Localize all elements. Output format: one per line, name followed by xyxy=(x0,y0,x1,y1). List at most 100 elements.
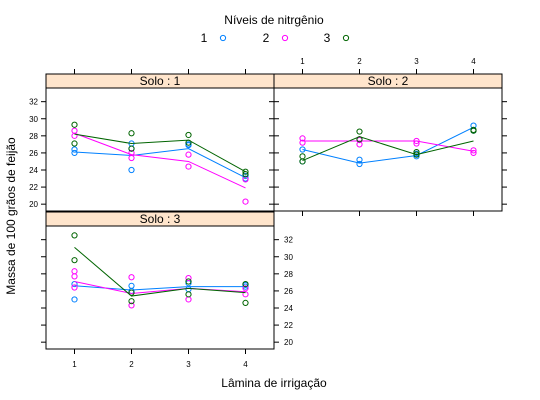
series-2 xyxy=(299,135,477,157)
data-point xyxy=(299,158,306,165)
data-point xyxy=(185,151,192,158)
data-point xyxy=(299,146,306,153)
data-point xyxy=(413,148,420,156)
legend-label-3: 3 xyxy=(324,31,331,45)
legend-label-2: 2 xyxy=(263,31,270,45)
data-point xyxy=(128,130,135,137)
legend-marker-3 xyxy=(342,34,350,42)
x-tick-label: 4 xyxy=(243,360,248,369)
data-point xyxy=(185,278,192,285)
panel-frame xyxy=(45,73,275,212)
data-point xyxy=(299,135,306,142)
data-point xyxy=(470,147,477,154)
data-point xyxy=(242,291,249,298)
data-point xyxy=(242,172,249,180)
panel-frame xyxy=(45,211,275,350)
panel-2: Solo : 2 1 2 3 4 xyxy=(269,57,507,216)
data-point xyxy=(185,291,192,298)
data-point xyxy=(128,154,135,162)
data-point xyxy=(128,298,135,305)
data-point xyxy=(242,198,249,205)
series-1 xyxy=(71,140,249,182)
x-axis-label: Lâmina de irrigação xyxy=(221,376,327,390)
data-point xyxy=(299,153,306,160)
y-tick-label: 28 xyxy=(29,132,38,141)
y-tick-label: 28 xyxy=(284,270,293,279)
series-line xyxy=(302,126,474,164)
series-line xyxy=(74,133,246,173)
y-tick-label: 22 xyxy=(29,183,38,192)
data-point xyxy=(242,168,249,175)
data-point xyxy=(413,140,420,147)
data-point xyxy=(71,268,78,275)
panel-1: Solo : 1 20 22 24 26 28 30 32 xyxy=(29,69,279,216)
data-point xyxy=(71,284,78,291)
data-point xyxy=(242,280,249,288)
series-line xyxy=(302,140,474,152)
legend-marker-2 xyxy=(281,34,289,42)
series-line xyxy=(74,132,246,189)
data-point xyxy=(71,140,78,147)
data-point xyxy=(71,127,78,134)
y-tick-label: 32 xyxy=(284,236,293,245)
data-point xyxy=(413,153,420,160)
y-tick-label: 26 xyxy=(29,149,38,158)
series-line xyxy=(74,148,246,179)
data-point xyxy=(128,166,135,174)
panel-strip-label: Solo : 3 xyxy=(140,212,181,226)
series-line xyxy=(302,136,474,162)
y-tick-label: 26 xyxy=(284,287,293,296)
data-point xyxy=(356,136,363,143)
data-point xyxy=(128,145,135,152)
y-tick-label: 24 xyxy=(29,166,38,175)
panel-frame xyxy=(273,73,503,212)
data-point xyxy=(128,282,135,289)
series-line xyxy=(74,246,246,297)
data-point xyxy=(356,156,363,163)
series-3 xyxy=(71,121,249,178)
legend-label-1: 1 xyxy=(201,31,208,45)
data-point xyxy=(185,163,192,170)
data-point xyxy=(71,149,78,157)
data-point xyxy=(71,257,78,264)
data-point xyxy=(71,232,78,239)
data-point xyxy=(299,139,306,146)
data-point xyxy=(128,302,135,309)
data-point xyxy=(71,146,78,153)
data-point xyxy=(128,289,135,296)
data-point xyxy=(185,296,192,303)
y-axis-label: Massa de 100 grãos de feijão xyxy=(4,137,18,295)
data-point xyxy=(71,296,78,303)
data-point xyxy=(185,275,192,282)
legend-marker-1 xyxy=(219,34,227,42)
data-point xyxy=(185,141,192,148)
data-point xyxy=(356,128,363,135)
data-point xyxy=(71,273,78,280)
data-point xyxy=(413,151,420,158)
data-point xyxy=(242,171,249,178)
data-point xyxy=(356,160,363,168)
x-tick-label: 4 xyxy=(471,57,476,66)
panel-strip-label: Solo : 1 xyxy=(140,74,181,88)
data-point xyxy=(470,149,477,157)
data-point xyxy=(242,283,249,290)
series-1 xyxy=(299,122,477,168)
data-point xyxy=(242,299,249,306)
y-tick-label: 30 xyxy=(284,253,293,262)
data-point xyxy=(128,149,135,157)
legend-title: Níveis de nitrgênio xyxy=(224,13,324,27)
data-point xyxy=(185,139,192,146)
x-tick-label: 3 xyxy=(414,57,419,66)
y-tick-label: 24 xyxy=(284,304,293,313)
x-tick-label: 2 xyxy=(357,57,362,66)
x-tick-label: 1 xyxy=(72,360,77,369)
x-tick-label: 2 xyxy=(129,360,134,369)
legend: Níveis de nitrgênio 1 2 3 xyxy=(201,13,350,45)
panel-strip-label: Solo : 2 xyxy=(368,74,409,88)
panel-3: Solo : 3 1 2 3 4 20 22 24 26 28 30 32 xyxy=(41,211,293,369)
y-tick-label: 20 xyxy=(284,338,293,347)
x-tick-label: 3 xyxy=(186,360,191,369)
series-3 xyxy=(71,232,249,306)
series-3 xyxy=(299,126,477,165)
